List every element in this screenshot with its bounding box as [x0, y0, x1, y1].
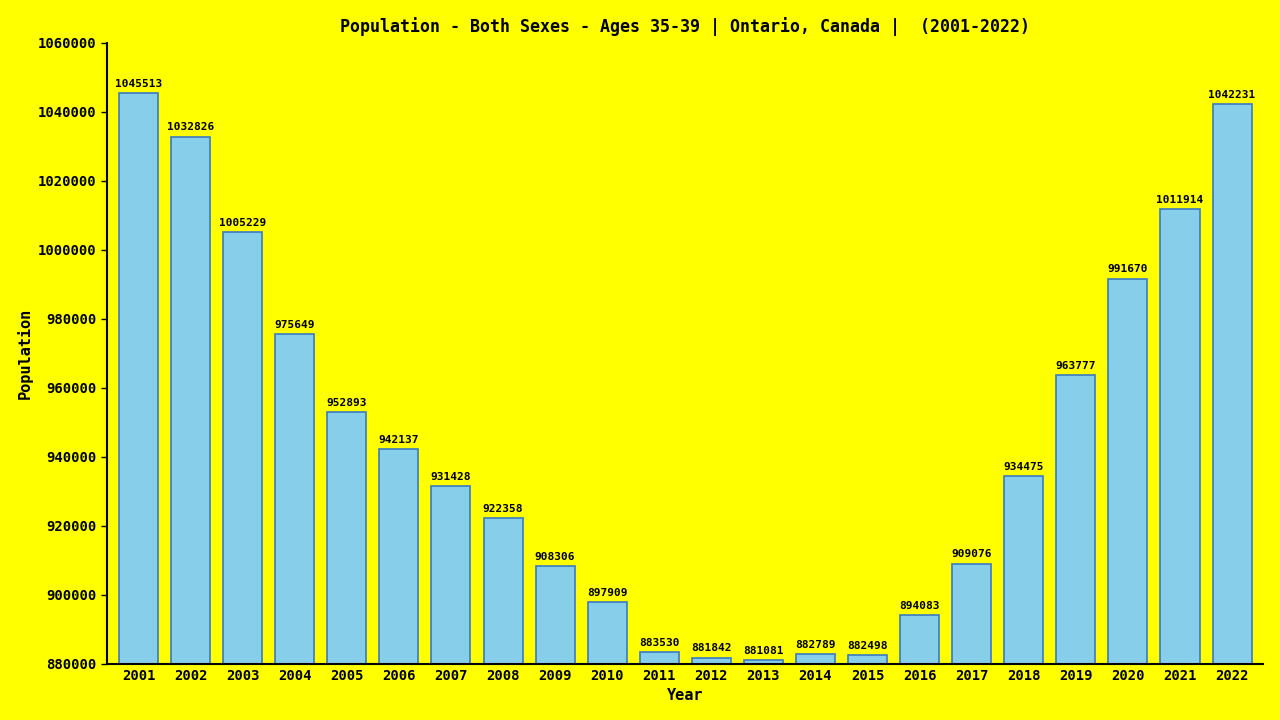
Text: 934475: 934475 [1004, 462, 1044, 472]
Text: 963777: 963777 [1056, 361, 1096, 371]
Bar [1212, 104, 1252, 720]
Text: 1011914: 1011914 [1156, 194, 1203, 204]
Title: Population - Both Sexes - Ages 35-39 | Ontario, Canada |  (2001-2022): Population - Both Sexes - Ages 35-39 | O… [340, 17, 1030, 36]
Text: 909076: 909076 [951, 549, 992, 559]
Bar [484, 518, 522, 720]
Bar [796, 654, 835, 720]
Text: 942137: 942137 [379, 436, 419, 446]
Bar [223, 232, 262, 720]
Text: 931428: 931428 [430, 472, 471, 482]
X-axis label: Year: Year [667, 688, 704, 703]
Bar [431, 487, 471, 720]
Bar [119, 93, 157, 720]
Text: 897909: 897909 [588, 588, 627, 598]
Text: 1042231: 1042231 [1208, 90, 1256, 100]
Text: 883530: 883530 [639, 638, 680, 647]
Text: 881842: 881842 [691, 644, 732, 654]
Bar [640, 652, 678, 720]
Bar [588, 602, 627, 720]
Bar [744, 660, 783, 720]
Bar [1056, 375, 1096, 720]
Text: 952893: 952893 [326, 398, 367, 408]
Text: 1032826: 1032826 [166, 122, 214, 132]
Text: 1045513: 1045513 [115, 78, 163, 89]
Bar [275, 334, 315, 720]
Y-axis label: Population: Population [17, 307, 33, 399]
Bar [535, 566, 575, 720]
Bar [691, 657, 731, 720]
Text: 908306: 908306 [535, 552, 576, 562]
Bar [1108, 279, 1147, 720]
Bar [900, 616, 940, 720]
Bar [172, 137, 210, 720]
Text: 1005229: 1005229 [219, 217, 266, 228]
Text: 991670: 991670 [1107, 264, 1148, 274]
Bar [1005, 476, 1043, 720]
Text: 881081: 881081 [744, 646, 783, 656]
Text: 882498: 882498 [847, 641, 888, 651]
Text: 894083: 894083 [900, 601, 940, 611]
Bar [379, 449, 419, 720]
Bar [328, 413, 366, 720]
Text: 975649: 975649 [274, 320, 315, 330]
Text: 882789: 882789 [795, 640, 836, 650]
Text: 922358: 922358 [483, 503, 524, 513]
Bar [849, 655, 887, 720]
Bar [952, 564, 991, 720]
Bar [1161, 209, 1199, 720]
